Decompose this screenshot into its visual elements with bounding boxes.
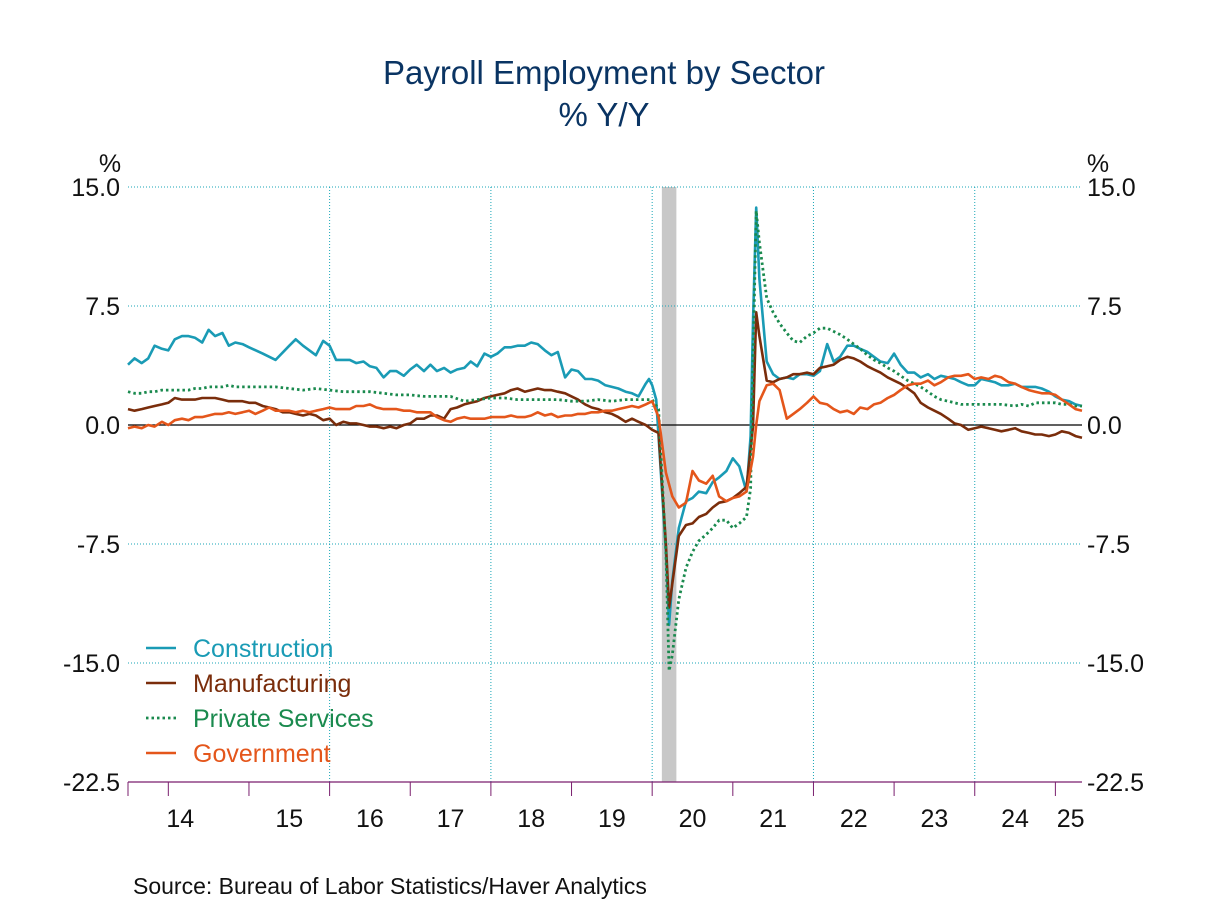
x-tick-labels: 14 15 16 17 18 19 20 21 22 23 24 25 [166, 805, 1084, 833]
x-year-label: 20 [679, 805, 707, 833]
series-line-private-services [127, 209, 1082, 673]
y-tick-label-left: 15.0 [71, 174, 120, 202]
x-year-label: 22 [840, 805, 868, 833]
y-tick-label-right: 0.0 [1087, 412, 1122, 440]
source-note: Source: Bureau of Labor Statistics/Haver… [133, 873, 647, 899]
x-year-label: 16 [356, 805, 384, 833]
x-year-label: 21 [759, 805, 787, 833]
y-tick-label-left: 0.0 [85, 412, 120, 440]
grid-layer [128, 186, 1082, 782]
x-year-label: 19 [598, 805, 626, 833]
legend-label: Private Services [193, 705, 374, 733]
series-line-manufacturing [127, 311, 1083, 609]
axis-layer [127, 781, 1082, 796]
y-tick-label-right: 7.5 [1087, 293, 1122, 321]
chart-subtitle: % Y/Y [558, 96, 649, 133]
x-year-label: 15 [275, 805, 303, 833]
y-tick-label-right: -22.5 [1087, 769, 1144, 797]
y-unit-left: % [99, 150, 121, 178]
legend-label: Government [193, 740, 331, 768]
y-tick-label-left: -7.5 [77, 531, 120, 559]
chart-title: Payroll Employment by Sector [383, 54, 825, 91]
x-year-label: 24 [1001, 805, 1029, 833]
legend: Construction Manufacturing Private Service… [146, 635, 374, 768]
series-line-construction [127, 206, 1083, 627]
y-tick-label-left: 7.5 [85, 293, 120, 321]
legend-label: Construction [193, 635, 333, 663]
x-year-label: 17 [437, 805, 465, 833]
x-year-label: 25 [1057, 805, 1085, 833]
y-tick-label-right: 15.0 [1087, 174, 1136, 202]
series-line-government [127, 372, 1083, 509]
y-tick-labels: 15.0 15.0 7.5 7.5 0.0 0.0 -7.5 -7.5 -15.0 -15.0 -2… [63, 174, 1144, 797]
y-tick-label-right: -7.5 [1087, 531, 1130, 559]
x-year-label: 18 [517, 805, 545, 833]
y-tick-label-left: -15.0 [63, 650, 120, 678]
y-unit-right: % [1087, 150, 1109, 178]
legend-label: Manufacturing [193, 670, 351, 698]
x-year-label: 23 [921, 805, 949, 833]
y-tick-label-right: -15.0 [1087, 650, 1144, 678]
series-lines [127, 206, 1083, 673]
y-tick-label-left: -22.5 [63, 769, 120, 797]
x-year-label: 14 [166, 805, 194, 833]
